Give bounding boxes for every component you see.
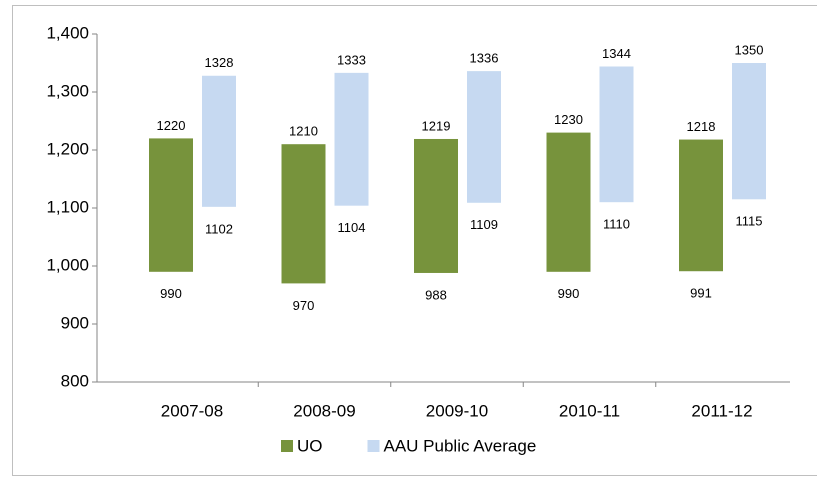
y-tick-label: 1,200 xyxy=(46,139,89,158)
data-label: 1344 xyxy=(602,46,631,61)
y-tick-label: 1,400 xyxy=(46,23,89,42)
bar xyxy=(334,72,369,206)
data-label: 1109 xyxy=(470,217,498,232)
bar xyxy=(679,139,723,272)
data-label: 991 xyxy=(690,286,712,301)
bar xyxy=(281,144,326,284)
data-label: 1220 xyxy=(157,118,186,133)
bar xyxy=(732,63,766,200)
y-tick-label: 900 xyxy=(61,313,89,332)
chart-frame xyxy=(12,5,817,476)
data-label: 990 xyxy=(160,286,182,301)
data-label: 1219 xyxy=(422,118,451,133)
x-tick-label: 2008-09 xyxy=(293,401,355,420)
data-label: 990 xyxy=(558,286,580,301)
data-label: 970 xyxy=(293,298,315,313)
data-label: 1115 xyxy=(736,214,763,229)
x-tick-label: 2007-08 xyxy=(161,401,223,420)
bar xyxy=(467,71,501,203)
y-tick-label: 1,300 xyxy=(46,81,89,100)
data-label: 1328 xyxy=(205,55,234,70)
data-label: 1350 xyxy=(735,42,764,57)
bar xyxy=(149,138,193,272)
data-label: 1230 xyxy=(554,112,583,127)
data-label: 1333 xyxy=(337,52,366,67)
data-label: 1104 xyxy=(338,220,366,235)
bar xyxy=(599,66,634,203)
bar xyxy=(414,138,458,273)
x-tick-label: 2009-10 xyxy=(426,401,488,420)
data-label: 1218 xyxy=(687,119,716,134)
x-tick-label: 2010-11 xyxy=(559,401,620,420)
legend-label: UO xyxy=(297,436,323,455)
y-tick-label: 1,100 xyxy=(46,197,89,216)
data-label: 1210 xyxy=(289,124,318,139)
y-tick-label: 800 xyxy=(61,371,89,390)
bar xyxy=(202,75,236,207)
data-label: 1336 xyxy=(470,51,499,66)
y-tick-label: 1,000 xyxy=(46,255,89,274)
bar xyxy=(546,132,591,272)
legend-swatch xyxy=(281,440,293,452)
data-label: 1110 xyxy=(603,217,630,232)
legend-label: AAU Public Average xyxy=(384,436,537,455)
data-label: 988 xyxy=(425,287,447,302)
x-tick-label: 2011-12 xyxy=(691,401,752,420)
data-label: 1102 xyxy=(205,221,233,236)
legend-swatch xyxy=(367,440,380,452)
